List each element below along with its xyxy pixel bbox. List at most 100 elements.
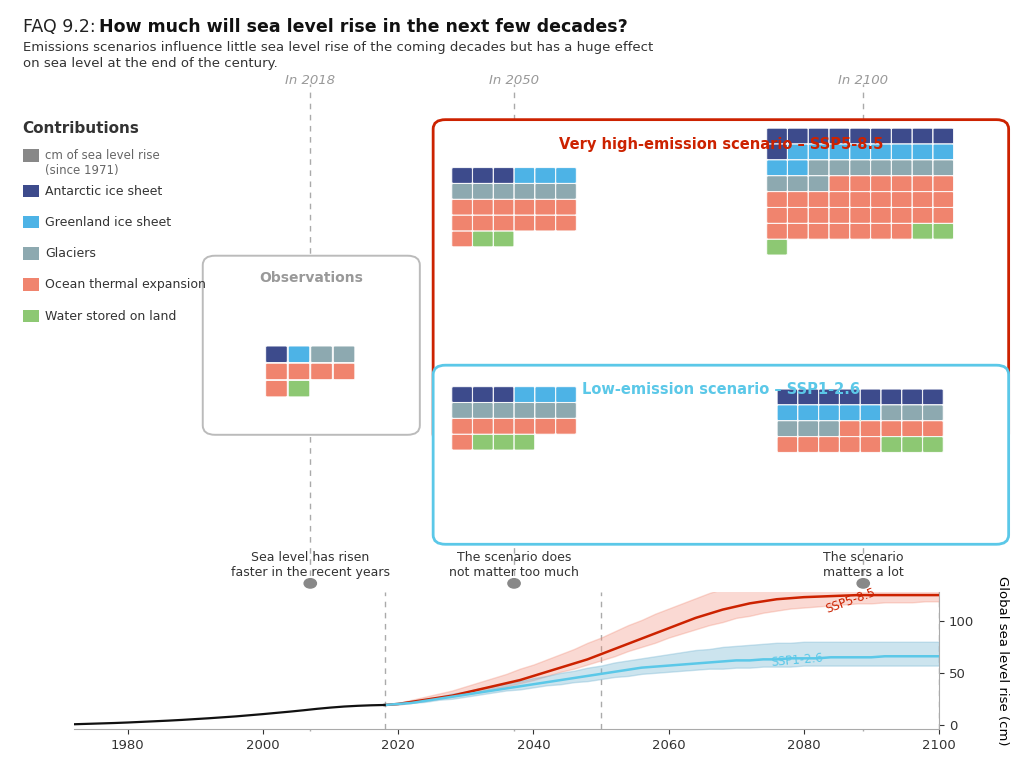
Text: Contributions: Contributions (23, 121, 139, 136)
FancyBboxPatch shape (535, 184, 555, 199)
FancyBboxPatch shape (870, 207, 891, 223)
FancyBboxPatch shape (787, 176, 808, 192)
FancyBboxPatch shape (767, 144, 787, 160)
FancyBboxPatch shape (514, 184, 535, 199)
FancyBboxPatch shape (311, 363, 332, 379)
FancyBboxPatch shape (334, 346, 355, 362)
FancyBboxPatch shape (808, 160, 828, 176)
FancyBboxPatch shape (23, 247, 39, 260)
FancyBboxPatch shape (535, 387, 555, 403)
FancyBboxPatch shape (452, 434, 472, 450)
FancyBboxPatch shape (556, 167, 577, 183)
FancyBboxPatch shape (767, 192, 787, 207)
FancyBboxPatch shape (933, 176, 953, 192)
Circle shape (304, 579, 316, 588)
FancyBboxPatch shape (777, 436, 798, 452)
FancyBboxPatch shape (203, 256, 420, 435)
FancyBboxPatch shape (798, 389, 818, 405)
Text: The scenario does
not matter too much: The scenario does not matter too much (450, 551, 579, 579)
FancyBboxPatch shape (881, 389, 901, 405)
Text: SSP1-2.6: SSP1-2.6 (770, 651, 823, 669)
FancyBboxPatch shape (912, 176, 933, 192)
FancyBboxPatch shape (535, 418, 555, 434)
FancyBboxPatch shape (787, 160, 808, 176)
FancyBboxPatch shape (777, 405, 798, 421)
FancyBboxPatch shape (870, 224, 891, 239)
FancyBboxPatch shape (289, 346, 310, 362)
FancyBboxPatch shape (556, 215, 577, 231)
FancyBboxPatch shape (798, 436, 818, 452)
FancyBboxPatch shape (829, 176, 850, 192)
Text: on sea level at the end of the century.: on sea level at the end of the century. (23, 57, 278, 70)
FancyBboxPatch shape (433, 365, 1009, 544)
FancyBboxPatch shape (473, 231, 494, 247)
FancyBboxPatch shape (840, 405, 860, 421)
FancyBboxPatch shape (452, 231, 472, 247)
FancyBboxPatch shape (334, 363, 355, 379)
FancyBboxPatch shape (892, 176, 912, 192)
FancyBboxPatch shape (808, 224, 828, 239)
FancyBboxPatch shape (808, 192, 828, 207)
FancyBboxPatch shape (881, 436, 901, 452)
FancyBboxPatch shape (787, 144, 808, 160)
FancyBboxPatch shape (902, 405, 923, 421)
FancyBboxPatch shape (514, 167, 535, 183)
FancyBboxPatch shape (787, 224, 808, 239)
FancyBboxPatch shape (933, 128, 953, 144)
FancyBboxPatch shape (473, 387, 494, 403)
FancyBboxPatch shape (433, 120, 1009, 443)
FancyBboxPatch shape (494, 434, 514, 450)
FancyBboxPatch shape (767, 160, 787, 176)
FancyBboxPatch shape (452, 387, 472, 403)
FancyBboxPatch shape (933, 160, 953, 176)
FancyBboxPatch shape (850, 224, 870, 239)
FancyBboxPatch shape (556, 387, 577, 403)
FancyBboxPatch shape (860, 389, 881, 405)
FancyBboxPatch shape (514, 403, 535, 418)
FancyBboxPatch shape (892, 144, 912, 160)
FancyBboxPatch shape (473, 434, 494, 450)
FancyBboxPatch shape (494, 184, 514, 199)
Text: Very high-emission scenario – SSP5-8.5: Very high-emission scenario – SSP5-8.5 (559, 137, 883, 152)
FancyBboxPatch shape (23, 185, 39, 197)
FancyBboxPatch shape (787, 128, 808, 144)
FancyBboxPatch shape (767, 224, 787, 239)
FancyBboxPatch shape (850, 176, 870, 192)
FancyBboxPatch shape (494, 231, 514, 247)
FancyBboxPatch shape (556, 199, 577, 215)
FancyBboxPatch shape (556, 418, 577, 434)
FancyBboxPatch shape (767, 128, 787, 144)
Text: Glaciers: Glaciers (45, 247, 96, 260)
FancyBboxPatch shape (767, 176, 787, 192)
FancyBboxPatch shape (860, 405, 881, 421)
Text: Antarctic ice sheet: Antarctic ice sheet (45, 185, 163, 198)
FancyBboxPatch shape (933, 207, 953, 223)
FancyBboxPatch shape (514, 215, 535, 231)
FancyBboxPatch shape (266, 381, 287, 396)
FancyBboxPatch shape (452, 403, 472, 418)
FancyBboxPatch shape (912, 144, 933, 160)
Text: FAQ 9.2:: FAQ 9.2: (23, 18, 100, 36)
FancyBboxPatch shape (514, 387, 535, 403)
FancyBboxPatch shape (933, 192, 953, 207)
FancyBboxPatch shape (892, 128, 912, 144)
FancyBboxPatch shape (850, 192, 870, 207)
Text: How much will sea level rise in the next few decades?: How much will sea level rise in the next… (99, 18, 628, 36)
FancyBboxPatch shape (870, 128, 891, 144)
FancyBboxPatch shape (819, 389, 840, 405)
FancyBboxPatch shape (912, 128, 933, 144)
FancyBboxPatch shape (912, 160, 933, 176)
FancyBboxPatch shape (840, 421, 860, 436)
FancyBboxPatch shape (556, 403, 577, 418)
FancyBboxPatch shape (923, 389, 943, 405)
FancyBboxPatch shape (767, 207, 787, 223)
FancyBboxPatch shape (808, 207, 828, 223)
FancyBboxPatch shape (850, 160, 870, 176)
FancyBboxPatch shape (892, 192, 912, 207)
FancyBboxPatch shape (881, 405, 901, 421)
FancyBboxPatch shape (902, 436, 923, 452)
FancyBboxPatch shape (933, 144, 953, 160)
FancyBboxPatch shape (870, 176, 891, 192)
Text: Emissions scenarios influence little sea level rise of the coming decades but ha: Emissions scenarios influence little sea… (23, 41, 652, 54)
FancyBboxPatch shape (452, 199, 472, 215)
